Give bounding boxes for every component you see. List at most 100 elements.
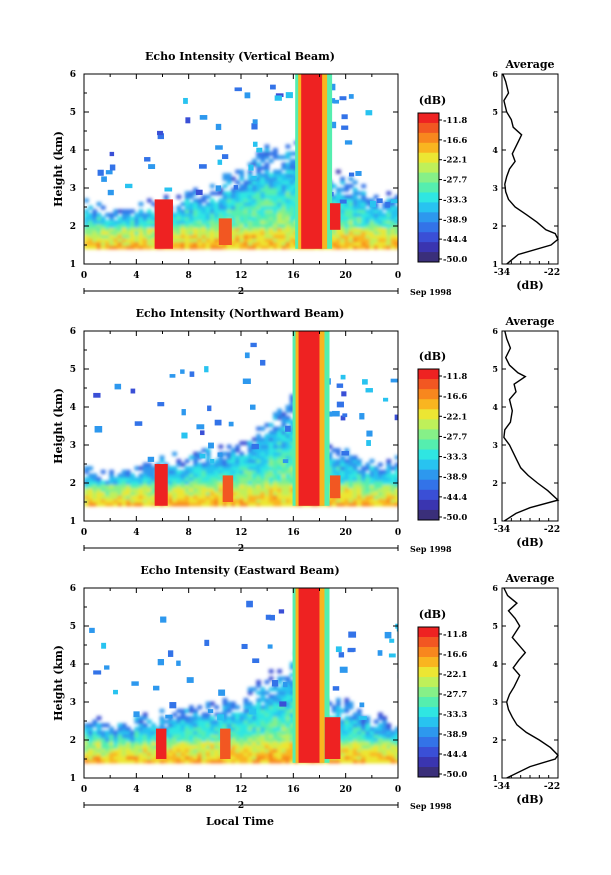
x-tick-label: 0	[395, 271, 401, 281]
x-tick-label: 16	[287, 271, 300, 281]
average-xtick-min: -34	[494, 782, 510, 792]
average-frame	[501, 73, 559, 265]
echo-heatmap	[84, 74, 398, 250]
average-xlabel: (dB)	[516, 279, 543, 292]
colorbar-swatch	[418, 182, 439, 193]
y-axis-ticks: 1 2 3 4 5 6	[70, 584, 398, 784]
panel-title: Echo Intensity (Vertical Beam)	[145, 50, 335, 63]
colorbar-swatch	[418, 142, 439, 154]
colorbar-swatch	[418, 747, 439, 758]
colorbar-label: -27.7	[443, 690, 467, 700]
average-profile-line	[503, 330, 560, 522]
y-tick-label: 2	[70, 222, 76, 232]
colorbar-swatch	[418, 637, 439, 648]
colorbar-swatch	[418, 697, 439, 708]
colorbar-swatch	[418, 242, 439, 253]
colorbar-swatch	[418, 727, 439, 738]
colorbar-swatch	[418, 667, 439, 678]
average-ytick-label: 1	[492, 259, 498, 269]
colorbar-label: -44.4	[443, 235, 467, 245]
colorbar-label: -44.4	[443, 493, 467, 503]
y-tick-label: 3	[70, 184, 76, 194]
colorbar-label: -16.6	[443, 392, 467, 402]
average-ytick-label: 4	[492, 659, 498, 669]
x-tick-label: 20	[339, 528, 352, 538]
x-tick-label: 0	[81, 785, 87, 795]
echo-heatmap	[84, 588, 398, 764]
x-tick-label: 4	[133, 528, 139, 538]
colorbar-label: -33.3	[443, 453, 467, 463]
colorbar-frame	[417, 368, 440, 521]
average-profile: Average -34 -22 (dB) 1 2 3 4 5 6	[492, 58, 560, 292]
average-ytick-label: 2	[492, 221, 498, 231]
date-label: Sep 1998	[410, 544, 452, 554]
date-axis: 2 Sep 1998	[83, 544, 452, 554]
colorbar-label: -11.8	[443, 372, 467, 382]
colorbar-swatch	[418, 409, 439, 420]
colorbar-swatch	[418, 113, 439, 124]
x-tick-label: 20	[339, 785, 352, 795]
average-profile: Average -34 -22 (dB) 1 2 3 4 5 6	[492, 315, 560, 549]
average-ytick-label: 5	[492, 364, 498, 374]
colorbar-swatch	[418, 389, 439, 400]
colorbar-frame	[417, 626, 440, 778]
y-axis-ticks: 1 2 3 4 5 6	[70, 327, 398, 527]
colorbar-label: -50.0	[443, 770, 467, 780]
average-profile: Average -34 -22 (dB) 1 2 3 4 5 6	[492, 572, 560, 806]
colorbar-unit: (dB)	[419, 350, 446, 363]
colorbar-swatch	[418, 439, 439, 451]
y-tick-label: 6	[70, 70, 76, 80]
colorbar-swatch	[418, 162, 439, 174]
average-ytick-label: 3	[492, 697, 498, 707]
y-tick-label: 4	[70, 660, 76, 670]
colorbar-swatch	[418, 767, 439, 778]
x-tick-label: 0	[81, 271, 87, 281]
x-tick-label: 16	[287, 528, 300, 538]
average-ytick-label: 5	[492, 107, 498, 117]
x-axis-ticks: 0 4 8 12 16 20 0	[81, 588, 401, 795]
colorbar-swatch	[418, 757, 439, 768]
colorbar-label: -22.1	[443, 670, 467, 680]
colorbar-unit: (dB)	[419, 608, 446, 621]
average-ytick-label: 6	[492, 326, 498, 336]
x-tick-label: 16	[287, 785, 300, 795]
colorbar-swatch	[418, 152, 439, 164]
average-xtick-max: -22	[544, 525, 560, 535]
date-label: Sep 1998	[410, 801, 452, 811]
average-ytick-label: 1	[492, 773, 498, 783]
average-frame	[501, 587, 559, 779]
colorbar-swatch	[418, 399, 439, 410]
x-tick-label: 4	[133, 785, 139, 795]
colorbar-swatch	[418, 132, 439, 144]
colorbar-swatch	[418, 627, 439, 638]
y-tick-label: 5	[70, 365, 76, 375]
y-tick-label: 6	[70, 584, 76, 594]
y-tick-label: 3	[70, 441, 76, 451]
colorbar-swatch	[418, 379, 439, 390]
colorbar-swatch	[418, 419, 439, 430]
date-label: Sep 1998	[410, 287, 452, 297]
average-xtick-max: -22	[544, 782, 560, 792]
y-tick-label: 5	[70, 108, 76, 118]
colorbar: (dB) -11.8 -16.6 -22.1 -27.7 -33.3 -38.9 -44.4…	[417, 350, 467, 523]
y-tick-label: 1	[70, 517, 76, 527]
colorbar-swatch	[418, 369, 439, 380]
y-tick-label: 4	[70, 146, 76, 156]
colorbar-label: -11.8	[443, 116, 467, 126]
x-axis-ticks: 0 4 8 12 16 20 0	[81, 74, 401, 281]
x-tick-label: 12	[235, 528, 248, 538]
x-axis-ticks: 0 4 8 12 16 20 0	[81, 331, 401, 538]
average-title: Average	[504, 58, 554, 71]
y-tick-label: 2	[70, 479, 76, 489]
x-tick-label: 8	[186, 271, 192, 281]
y-tick-label: 5	[70, 622, 76, 632]
echo-heatmap	[84, 331, 398, 507]
colorbar-swatch	[418, 429, 439, 440]
colorbar-swatch	[418, 657, 439, 668]
colorbar-swatch	[418, 737, 439, 748]
